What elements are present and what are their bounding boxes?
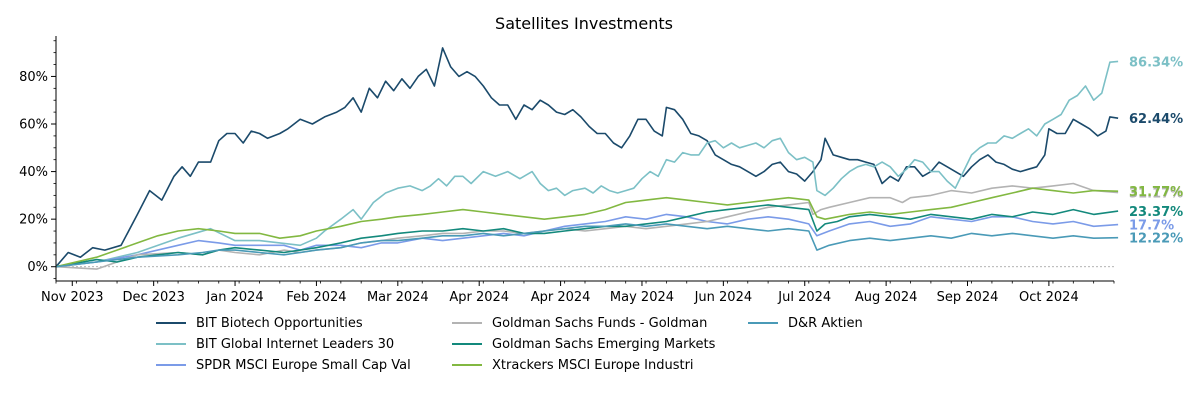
end-label-2: 86.34%: [1129, 55, 1183, 70]
series-line-2: [55, 60, 1119, 268]
legend-item-3: SPDR MSCI Europe Small Cap Val: [156, 355, 411, 375]
x-tick-label: Apr 2024: [531, 290, 591, 305]
x-tick-label: Feb 2024: [286, 290, 346, 305]
axes: [55, 36, 1114, 282]
legend-swatch: [452, 343, 482, 345]
legend-swatch: [156, 364, 186, 366]
y-tick-label: 80%: [19, 70, 48, 85]
x-tick-label: Jan 2024: [205, 290, 263, 305]
x-tick-label: Dec 2023: [122, 290, 184, 305]
series-line-5: [55, 204, 1119, 268]
legend-swatch: [452, 364, 482, 366]
legend-label: D&R Aktien: [788, 315, 863, 331]
legend-item-5: Goldman Sachs Emerging Markets: [452, 334, 715, 354]
legend-item-1: BIT Biotech Opportunities: [156, 313, 363, 333]
x-tick-label: Sep 2024: [937, 290, 999, 305]
legend-item-2: BIT Global Internet Leaders 30: [156, 334, 394, 354]
legend-label: BIT Biotech Opportunities: [196, 315, 363, 331]
end-label-4: 31.17%: [1129, 187, 1183, 202]
y-tick-label: 0%: [27, 260, 48, 275]
end-label-6: 31.77%: [1129, 185, 1183, 200]
series-line-1: [55, 47, 1119, 268]
legend-item-7: D&R Aktien: [748, 313, 863, 333]
series-layer: [55, 47, 1119, 270]
x-tick-label: Jul 2024: [777, 290, 831, 305]
legend-item-6: Xtrackers MSCI Europe Industri: [452, 355, 694, 375]
x-axis-ticks: Nov 2023 Dec 2023 Jan 2024 Feb 2024 Mar 2024…: [41, 281, 1115, 305]
x-tick-label: Aug 2024: [855, 290, 918, 305]
y-tick-label: 60%: [19, 118, 48, 133]
x-tick-label: May 2024: [610, 290, 674, 305]
x-tick-label: Oct 2024: [1019, 290, 1079, 305]
legend-label: Goldman Sachs Emerging Markets: [492, 336, 716, 352]
legend-swatch: [748, 322, 778, 324]
x-tick-label: Mar 2024: [367, 290, 429, 305]
end-value-labels: 62.44% 86.34% 17.7% 31.17% 23.37% 31.77% 12.22…: [1129, 55, 1183, 246]
end-label-7: 12.22%: [1129, 232, 1183, 247]
y-tick-label: 20%: [19, 213, 48, 228]
y-tick-label: 40%: [19, 165, 48, 180]
series-line-4: [55, 182, 1119, 270]
legend-label: BIT Global Internet Leaders 30: [196, 336, 395, 352]
legend-swatch: [156, 343, 186, 345]
series-line-6: [55, 187, 1119, 268]
x-tick-label: Nov 2023: [41, 290, 104, 305]
legend-label: Goldman Sachs Funds - Goldman: [492, 315, 708, 331]
legend-label: Xtrackers MSCI Europe Industri: [492, 357, 694, 373]
legend-swatch: [156, 322, 186, 324]
x-tick-label: Jun 2024: [694, 290, 753, 305]
end-label-3: 17.7%: [1129, 219, 1174, 234]
legend: BIT Biotech Opportunities BIT Global Inte…: [156, 313, 1056, 379]
series-line-3: [55, 213, 1119, 268]
chart-title: Satellites Investments: [495, 14, 673, 33]
legend-label: SPDR MSCI Europe Small Cap Val: [196, 357, 411, 373]
end-label-5: 23.37%: [1129, 205, 1183, 220]
legend-swatch: [452, 322, 482, 324]
series-line-7: [55, 223, 1119, 268]
end-label-1: 62.44%: [1129, 112, 1183, 127]
legend-item-4: Goldman Sachs Funds - Goldman: [452, 313, 707, 333]
y-axis-ticks: 0% 20% 40% 60% 80%: [19, 40, 56, 280]
x-tick-label: Apr 2024: [449, 290, 509, 305]
